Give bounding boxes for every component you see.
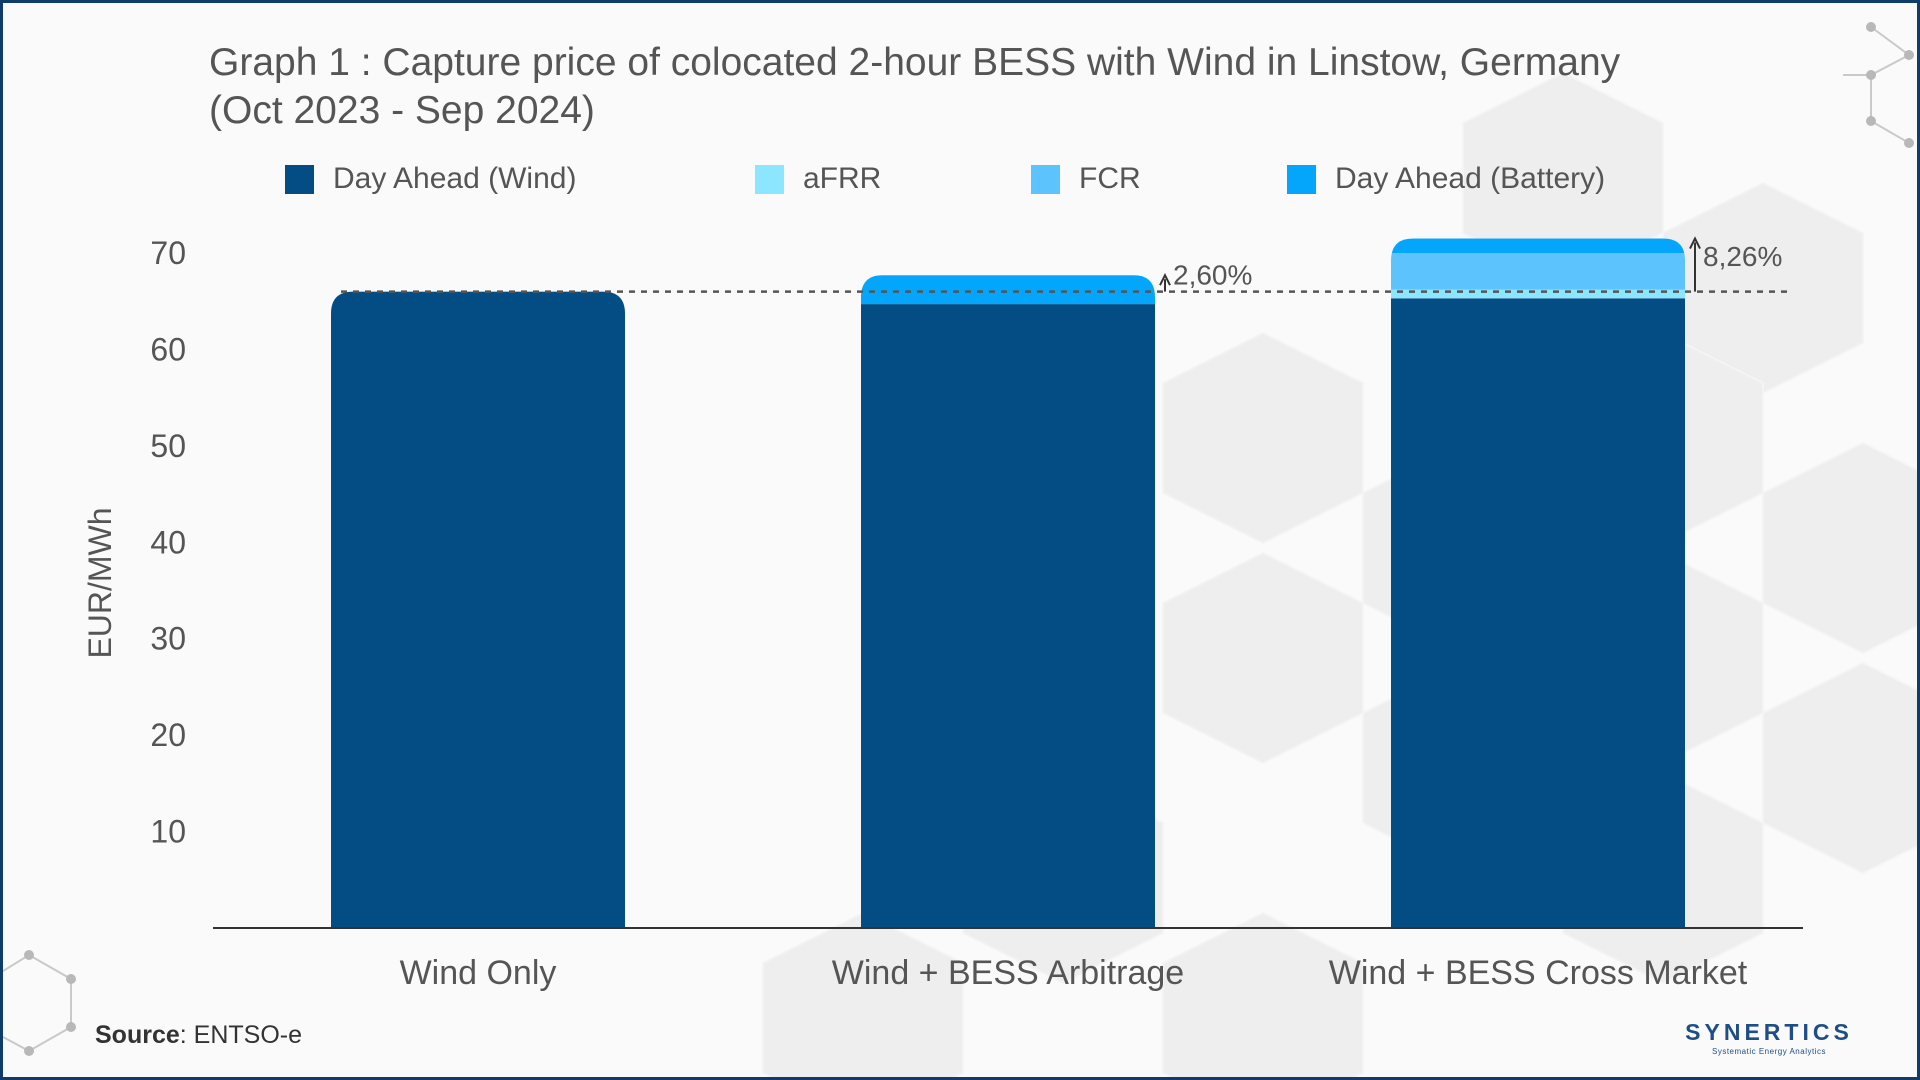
- source-note: Source: ENTSO-e: [95, 1021, 302, 1050]
- chart-title: Graph 1 : Capture price of colocated 2-h…: [209, 39, 1849, 134]
- bar-segment-day-ahead-wind: [331, 291, 625, 929]
- bar-segment-day-ahead-wind: [861, 304, 1155, 928]
- logo-tagline: Systematic Energy Analytics: [1712, 1047, 1826, 1056]
- annotation-percentage: 2,60%: [1173, 259, 1252, 290]
- y-tick-label: 40: [150, 524, 186, 560]
- x-tick-label: Wind Only: [400, 954, 557, 992]
- y-axis-title: EUR/MWh: [82, 507, 118, 658]
- legend-item-fcr: FCR: [1031, 159, 1141, 199]
- bar-group: [1391, 238, 1685, 929]
- chart-legend: Day Ahead (Wind) aFRR FCR Day Ahead (Bat…: [285, 159, 1685, 199]
- legend-label-afrr: aFRR: [803, 162, 882, 195]
- logo-brand: SYNERTICS: [1685, 1019, 1853, 1045]
- annotation-arrow-icon: [1689, 236, 1701, 249]
- y-tick-label: 30: [150, 621, 186, 657]
- legend-item-afrr: aFRR: [755, 159, 881, 199]
- chart-title-line-2: (Oct 2023 - Sep 2024): [209, 88, 595, 132]
- y-tick-label: 50: [150, 428, 186, 464]
- bar-segment-day-ahead-wind: [1391, 298, 1685, 929]
- legend-swatch-afrr: [755, 164, 784, 194]
- bar-segment-fcr: [1391, 253, 1685, 290]
- y-tick-label: 20: [150, 717, 186, 753]
- x-tick-label: Wind + BESS Arbitrage: [832, 954, 1184, 992]
- legend-label-day-ahead-battery: Day Ahead (Battery): [1335, 162, 1606, 195]
- bar-segment-day-ahead-battery: [1391, 238, 1685, 253]
- legend-swatch-fcr: [1031, 164, 1060, 194]
- legend-item-day-ahead-wind: Day Ahead (Wind): [285, 159, 576, 199]
- y-tick-label: 70: [150, 235, 186, 271]
- x-tick-label: Wind + BESS Cross Market: [1329, 954, 1748, 992]
- legend-item-day-ahead-battery: Day Ahead (Battery): [1287, 159, 1605, 199]
- annotation-arrow-icon: [1159, 272, 1171, 286]
- legend-swatch-day-ahead-battery: [1287, 164, 1316, 194]
- legend-swatch-day-ahead-wind: [285, 164, 314, 194]
- bar-segment-day-ahead-battery: [861, 275, 1155, 305]
- bar-group: [331, 291, 625, 929]
- legend-label-day-ahead-wind: Day Ahead (Wind): [333, 162, 577, 195]
- bar-segment-afrr: [1391, 289, 1685, 299]
- bar-group: [861, 275, 1155, 928]
- legend-label-fcr: FCR: [1079, 162, 1141, 195]
- source-text: : ENTSO-e: [179, 1021, 303, 1049]
- synertics-logo: SYNERTICS Systematic Energy Analytics: [1681, 1019, 1857, 1056]
- annotation-percentage: 8,26%: [1703, 241, 1782, 272]
- y-tick-label: 10: [150, 814, 186, 850]
- bar-chart-plot: 10 20 30 40 50 60 70 EUR/MWh Wind Only Wind + BES…: [82, 235, 1803, 992]
- y-tick-label: 60: [150, 331, 186, 367]
- source-label: Source: [95, 1021, 180, 1049]
- chart-title-line-1: Graph 1 : Capture price of colocated 2-h…: [209, 41, 1621, 84]
